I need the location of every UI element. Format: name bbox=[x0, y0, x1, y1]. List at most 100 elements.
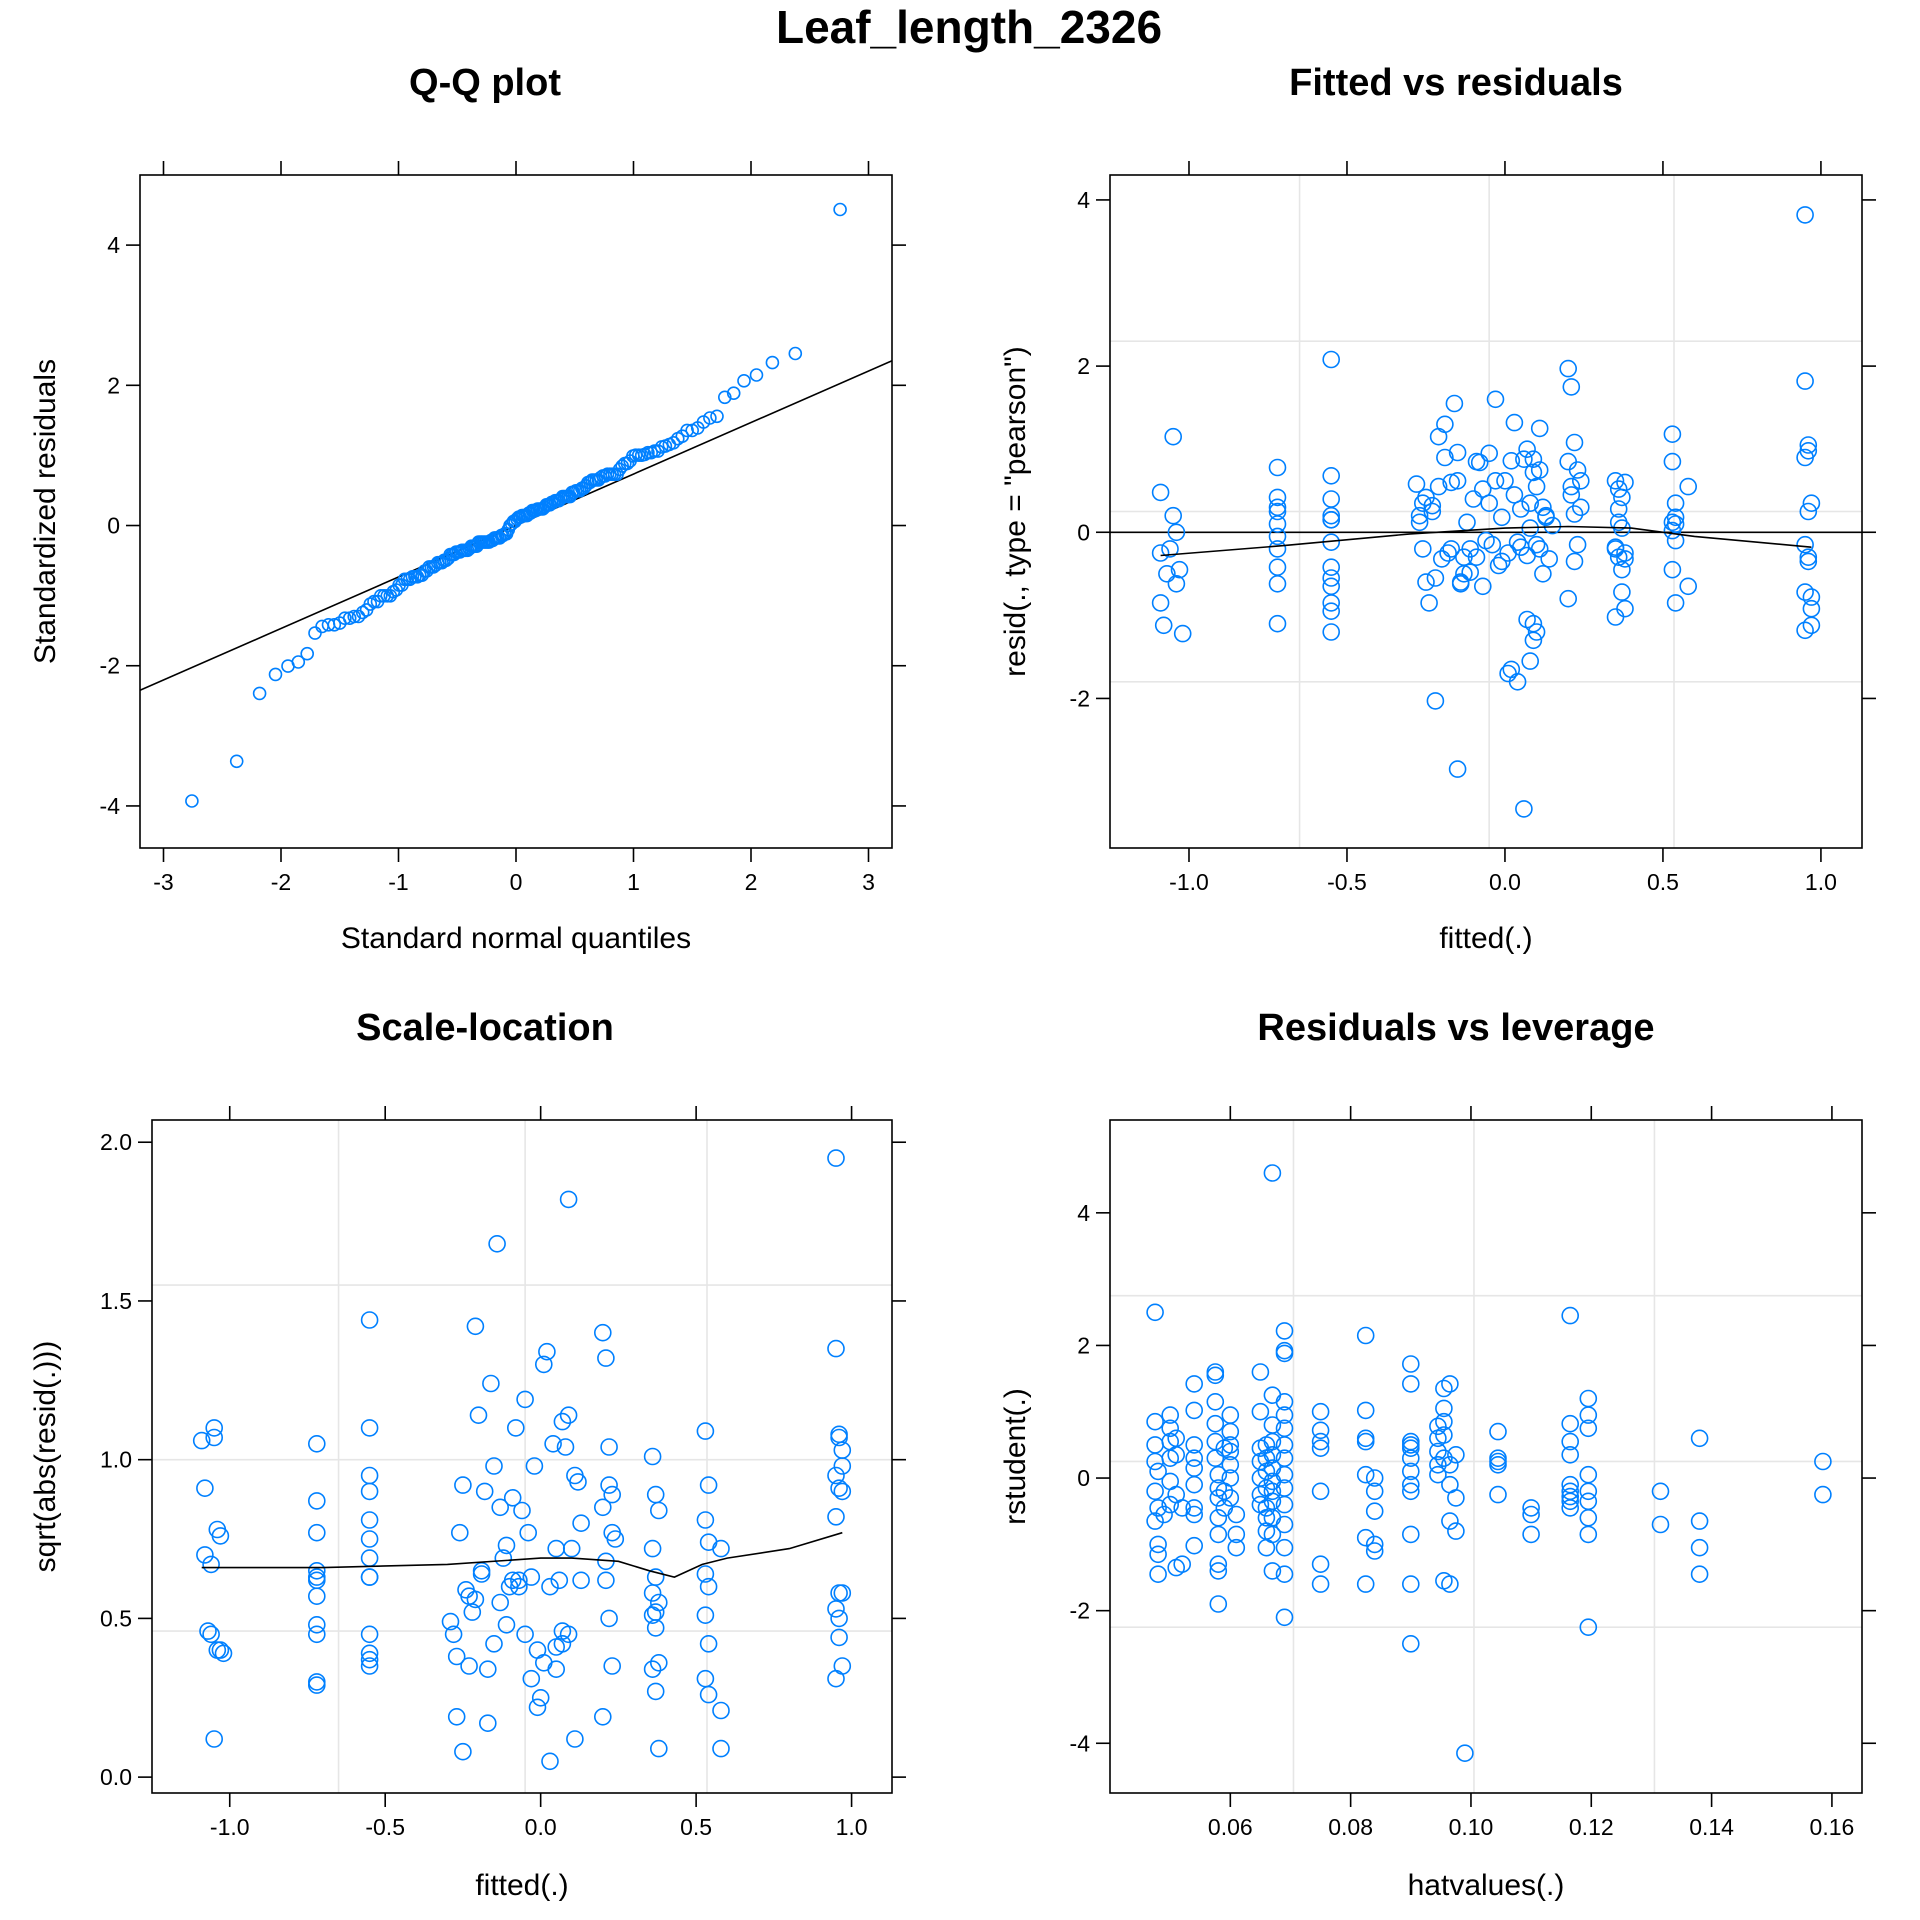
scale-point bbox=[360, 1466, 379, 1485]
leverage-point bbox=[1185, 1475, 1203, 1494]
fitted-point bbox=[1527, 623, 1546, 641]
fitted-point bbox=[1467, 452, 1486, 471]
qq-point bbox=[641, 445, 655, 460]
fitted-point bbox=[1322, 602, 1340, 621]
fitted-point bbox=[1534, 564, 1552, 583]
scale-point bbox=[827, 1466, 845, 1485]
scale-xtick-label-3: 0.5 bbox=[680, 1814, 712, 1840]
fitted-point bbox=[1534, 498, 1552, 517]
fitted-point bbox=[1423, 502, 1442, 521]
leverage-y-axis-label: rstudent(.) bbox=[999, 1388, 1032, 1525]
leverage-point bbox=[1149, 1565, 1167, 1583]
scale-point bbox=[454, 1476, 472, 1494]
leverage-point bbox=[1356, 1429, 1375, 1448]
fitted-point bbox=[1802, 494, 1821, 513]
fitted-point bbox=[1609, 548, 1628, 567]
fitted-point bbox=[1417, 573, 1435, 591]
fitted-point bbox=[1616, 550, 1634, 568]
fitted-point bbox=[1448, 443, 1467, 462]
fitted-point bbox=[1480, 494, 1498, 513]
fitted-point bbox=[1606, 608, 1625, 626]
leverage-point bbox=[1447, 1522, 1465, 1540]
scale-point bbox=[699, 1685, 718, 1704]
leverage-point bbox=[1161, 1449, 1179, 1467]
scale-point bbox=[559, 1625, 578, 1644]
fitted-point bbox=[1442, 540, 1460, 558]
leverage-point bbox=[1221, 1469, 1240, 1487]
scale-x-axis-label: fitted(.) bbox=[475, 1869, 568, 1902]
fitted-point bbox=[1322, 623, 1340, 641]
fitted-point bbox=[1407, 475, 1426, 493]
qq-plot-area bbox=[140, 202, 892, 808]
leverage-point bbox=[1146, 1436, 1164, 1454]
fitted-point bbox=[1530, 540, 1549, 558]
fitted-point bbox=[1799, 548, 1818, 567]
scale-point bbox=[513, 1501, 531, 1520]
fitted-point bbox=[1572, 471, 1590, 490]
fitted-point bbox=[1496, 471, 1514, 490]
scale-point bbox=[360, 1549, 379, 1567]
leverage-point bbox=[1257, 1499, 1276, 1517]
scale-point bbox=[643, 1606, 662, 1624]
fitted-point bbox=[1433, 550, 1451, 568]
qq-x-axis-label: Standard normal quantiles bbox=[341, 922, 691, 955]
leverage-point bbox=[1209, 1595, 1228, 1613]
fitted-point bbox=[1268, 498, 1287, 517]
fitted-point bbox=[1565, 552, 1584, 571]
fitted-title: Fitted vs residuals bbox=[1289, 62, 1623, 104]
fitted-point bbox=[1799, 436, 1818, 454]
leverage-point bbox=[1209, 1555, 1228, 1573]
fitted-point bbox=[1565, 505, 1584, 523]
scale-title: Scale-location bbox=[356, 1007, 614, 1049]
qq-point bbox=[252, 686, 267, 701]
scale-point bbox=[444, 1625, 463, 1644]
fitted-point bbox=[1609, 480, 1628, 498]
scale-point bbox=[307, 1676, 326, 1694]
leverage-point bbox=[1579, 1509, 1598, 1527]
qq-point bbox=[737, 373, 751, 388]
fitted-point bbox=[1268, 614, 1287, 633]
leverage-ytick-label-2: 0 bbox=[1077, 1465, 1090, 1491]
leverage-plot-area bbox=[1146, 1164, 1832, 1762]
scale-point bbox=[833, 1457, 852, 1475]
fitted-point bbox=[1505, 486, 1524, 504]
scale-point bbox=[510, 1571, 528, 1590]
fitted-point bbox=[1426, 692, 1445, 710]
scale-xtick-label-0: -1.0 bbox=[210, 1814, 250, 1840]
leverage-point bbox=[1185, 1459, 1203, 1477]
fitted-point bbox=[1508, 533, 1527, 552]
fitted-point bbox=[1486, 390, 1505, 409]
leverage-point bbox=[1227, 1505, 1246, 1524]
fitted-point bbox=[1164, 506, 1182, 525]
scale-point bbox=[712, 1739, 730, 1758]
scale-point bbox=[469, 1406, 488, 1424]
fitted-point bbox=[1154, 616, 1173, 635]
fitted-point bbox=[1489, 556, 1508, 575]
leverage-point bbox=[1149, 1499, 1167, 1517]
leverage-point bbox=[1447, 1446, 1465, 1464]
scale-point bbox=[202, 1625, 220, 1644]
fitted-point bbox=[1436, 448, 1454, 467]
qq-point bbox=[373, 588, 388, 603]
leverage-point bbox=[1435, 1399, 1453, 1418]
fitted-point bbox=[1458, 513, 1476, 532]
fitted-point bbox=[1322, 594, 1340, 612]
scale-ytick-label-2: 1.0 bbox=[100, 1447, 132, 1473]
leverage-point bbox=[1402, 1439, 1420, 1457]
scale-point bbox=[466, 1590, 485, 1609]
scale-point bbox=[478, 1660, 497, 1678]
scale-point bbox=[360, 1311, 379, 1329]
fitted-point bbox=[1448, 471, 1467, 490]
scale-smooth-line bbox=[201, 1531, 843, 1578]
leverage-point bbox=[1311, 1421, 1330, 1440]
scale-point bbox=[205, 1419, 223, 1437]
scale-y-axis-label: sqrt(abs(resid(.))) bbox=[29, 1341, 62, 1573]
leverage-point bbox=[1206, 1414, 1225, 1433]
leverage-point bbox=[1146, 1512, 1164, 1530]
scale-point bbox=[603, 1657, 622, 1675]
fitted-point bbox=[1429, 427, 1448, 446]
leverage-point bbox=[1690, 1512, 1709, 1530]
scale-point bbox=[202, 1555, 220, 1574]
qq-point bbox=[749, 368, 764, 382]
